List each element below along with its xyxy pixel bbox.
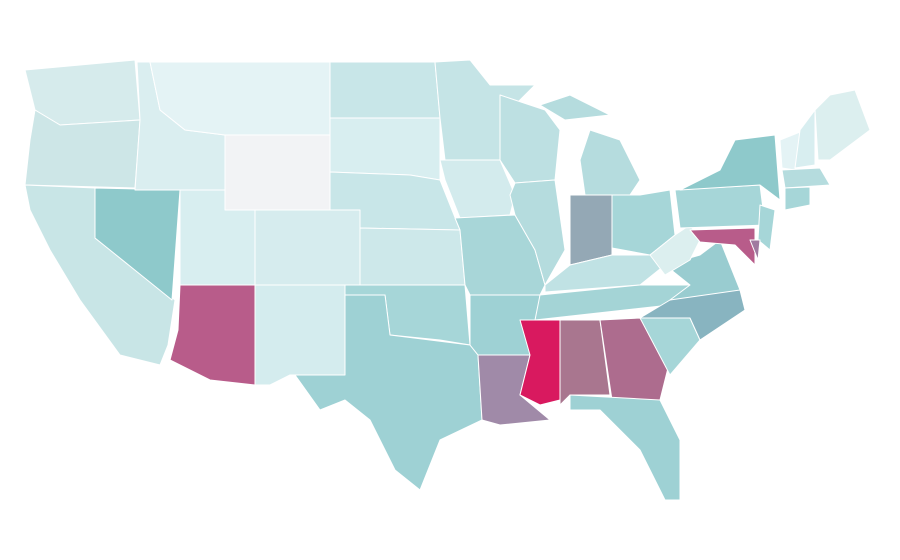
state bbox=[329, 117, 441, 181]
state bbox=[781, 167, 831, 189]
state bbox=[254, 284, 346, 386]
state bbox=[569, 394, 681, 501]
state bbox=[569, 194, 613, 266]
state bbox=[757, 204, 776, 251]
state bbox=[674, 184, 766, 229]
state bbox=[814, 89, 871, 161]
state bbox=[359, 227, 466, 286]
state bbox=[794, 109, 816, 169]
state bbox=[329, 61, 441, 119]
state bbox=[149, 61, 331, 136]
state bbox=[559, 319, 611, 406]
state bbox=[579, 129, 641, 196]
states bbox=[24, 59, 871, 501]
state bbox=[664, 239, 741, 301]
state bbox=[169, 284, 256, 386]
state bbox=[689, 227, 756, 266]
state bbox=[294, 294, 483, 491]
state bbox=[509, 179, 566, 286]
state bbox=[254, 209, 361, 286]
state bbox=[749, 239, 761, 261]
state bbox=[679, 134, 781, 201]
state bbox=[224, 134, 331, 211]
state bbox=[784, 186, 811, 211]
state bbox=[539, 94, 611, 121]
